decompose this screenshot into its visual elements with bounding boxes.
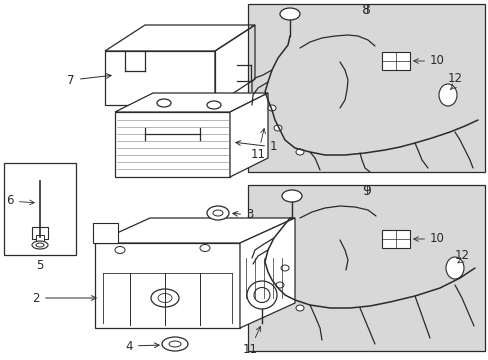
Text: 10: 10	[413, 54, 444, 68]
Ellipse shape	[253, 288, 269, 302]
Text: 6: 6	[6, 194, 34, 207]
Ellipse shape	[281, 265, 288, 271]
Text: 4: 4	[125, 339, 159, 352]
Bar	[381, 52, 409, 70]
Text: 3: 3	[232, 208, 253, 221]
Ellipse shape	[36, 243, 44, 247]
Ellipse shape	[438, 84, 456, 106]
Ellipse shape	[169, 341, 181, 347]
Text: 11: 11	[250, 129, 265, 161]
Bar	[381, 230, 409, 248]
Polygon shape	[95, 218, 294, 243]
Ellipse shape	[282, 190, 302, 202]
Ellipse shape	[115, 247, 125, 253]
Bar	[247, 4, 484, 172]
Ellipse shape	[206, 206, 228, 220]
Text: 11: 11	[242, 327, 260, 356]
Ellipse shape	[295, 305, 304, 311]
Polygon shape	[115, 112, 229, 177]
Ellipse shape	[158, 293, 172, 302]
Ellipse shape	[445, 257, 463, 279]
Ellipse shape	[280, 8, 299, 20]
Ellipse shape	[267, 105, 275, 111]
Text: 7: 7	[67, 73, 111, 86]
Ellipse shape	[206, 101, 221, 109]
Text: 12: 12	[447, 72, 462, 85]
Bar	[4, 163, 76, 255]
Text: 9: 9	[361, 184, 370, 198]
Polygon shape	[95, 243, 240, 328]
Polygon shape	[229, 93, 267, 177]
Text: 2: 2	[32, 292, 96, 305]
Bar	[247, 185, 484, 351]
Ellipse shape	[32, 241, 48, 249]
Ellipse shape	[273, 125, 282, 131]
Text: 10: 10	[413, 233, 444, 246]
Text: 5: 5	[36, 259, 43, 272]
Ellipse shape	[157, 99, 171, 107]
Bar	[93, 223, 118, 243]
Ellipse shape	[275, 282, 284, 288]
Ellipse shape	[151, 289, 179, 307]
Text: 12: 12	[454, 249, 469, 262]
Bar	[36, 235, 44, 241]
Ellipse shape	[246, 281, 276, 309]
Polygon shape	[115, 93, 267, 112]
Text: 8: 8	[361, 3, 370, 17]
Ellipse shape	[162, 337, 187, 351]
Text: 1: 1	[235, 140, 277, 153]
Ellipse shape	[200, 244, 209, 252]
Ellipse shape	[295, 149, 304, 155]
Bar	[32, 227, 48, 239]
Polygon shape	[240, 218, 294, 328]
Ellipse shape	[213, 210, 223, 216]
